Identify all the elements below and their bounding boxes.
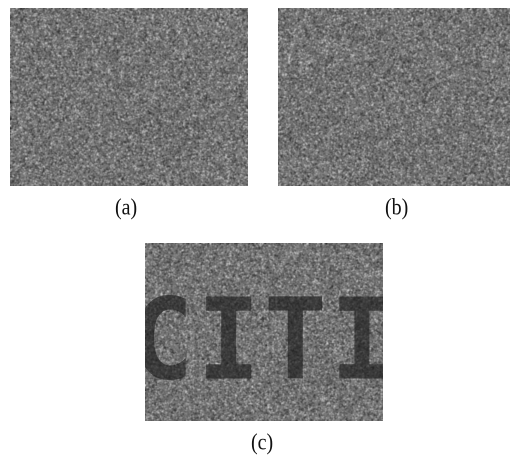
caption-c: (c)	[251, 429, 274, 456]
noise-share-a	[10, 8, 248, 186]
stacked-result-c: CITI	[145, 243, 383, 421]
caption-a: (a)	[115, 194, 138, 221]
noise-canvas-a	[10, 8, 248, 186]
revealed-text: CITI	[145, 273, 383, 406]
noise-canvas-b	[278, 8, 510, 186]
caption-b: (b)	[385, 194, 409, 221]
noise-canvas-c	[145, 243, 383, 421]
noise-share-b	[278, 8, 510, 186]
